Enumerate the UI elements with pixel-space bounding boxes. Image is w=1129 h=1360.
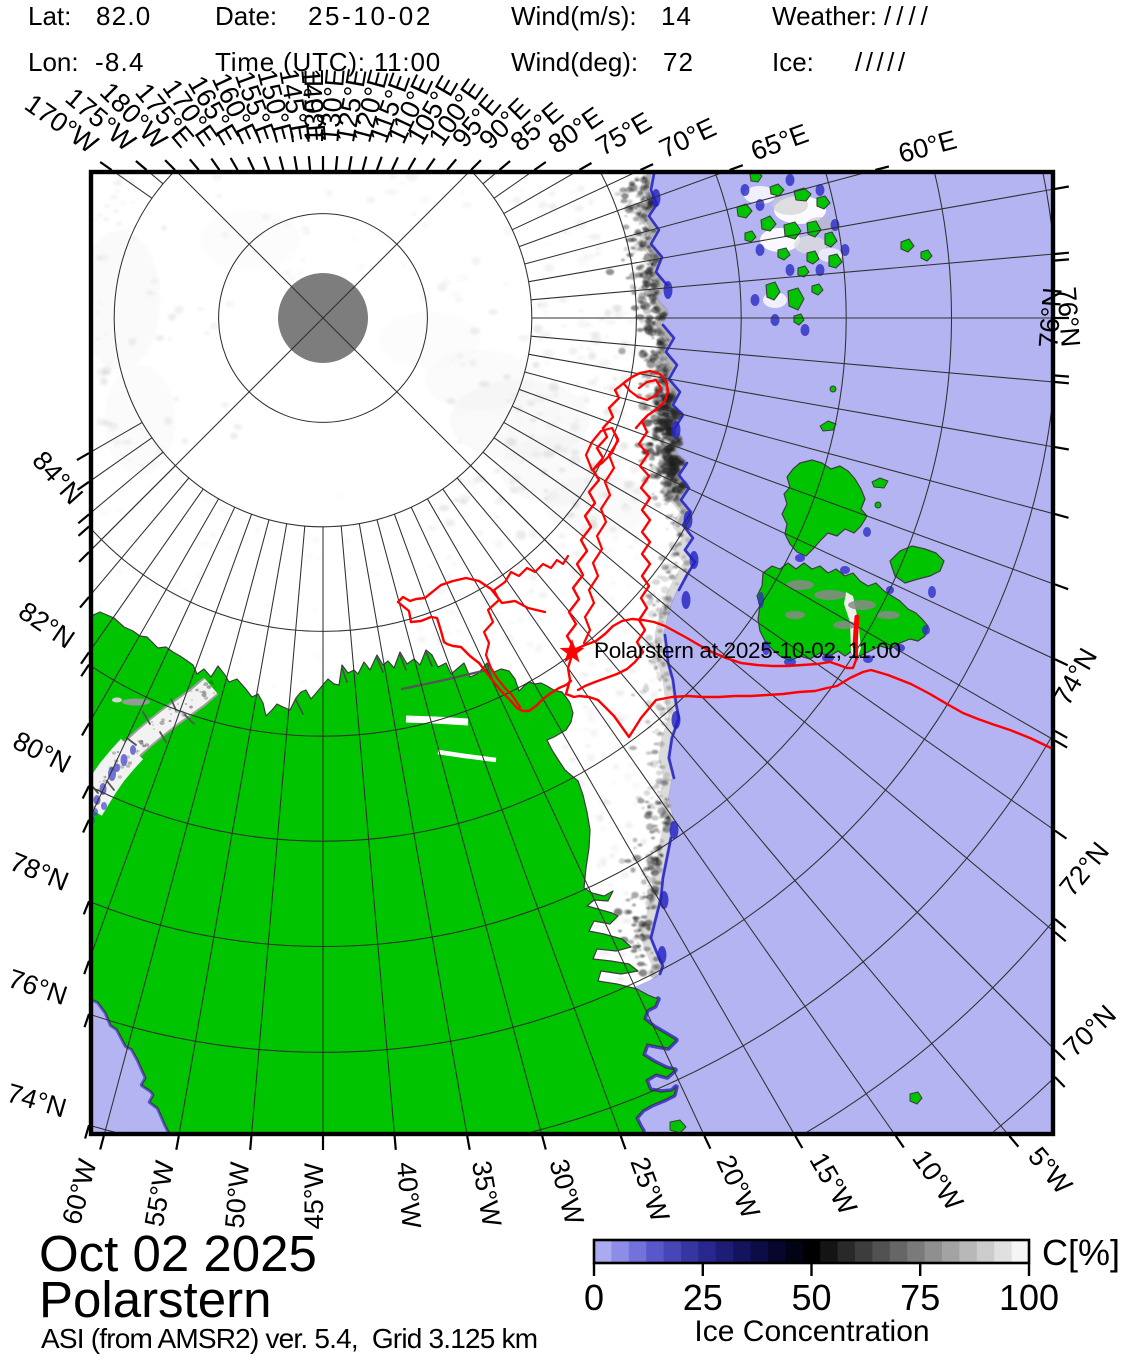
svg-text:40°W: 40°W xyxy=(391,1161,427,1230)
svg-text:50: 50 xyxy=(791,1277,831,1318)
svg-text:-8.4: -8.4 xyxy=(95,47,145,77)
svg-text:Time (UTC): 11:00: Time (UTC): 11:00 xyxy=(215,47,441,77)
svg-text:76°N: 76°N xyxy=(1051,286,1086,348)
svg-text:25: 25 xyxy=(683,1277,723,1318)
svg-text:75: 75 xyxy=(900,1277,940,1318)
svg-text:140°E: 140°E xyxy=(295,67,331,143)
svg-text:Polarstern at 2025-10-02, 11:0: Polarstern at 2025-10-02, 11:00 xyxy=(594,638,901,663)
svg-text:Ice:: Ice: xyxy=(772,47,814,77)
svg-text:50°W: 50°W xyxy=(219,1160,255,1229)
svg-text:////: //// xyxy=(884,1,933,31)
svg-text:Date:: Date: xyxy=(215,1,277,31)
svg-text:72: 72 xyxy=(663,47,694,77)
svg-text://///: ///// xyxy=(855,47,909,77)
svg-text:Oct 02 2025: Oct 02 2025 xyxy=(39,1225,317,1282)
svg-text:25-10-02: 25-10-02 xyxy=(308,1,433,31)
svg-text:14: 14 xyxy=(661,1,692,31)
svg-text:ASI (from AMSR2) ver. 5.4, Gr: ASI (from AMSR2) ver. 5.4, Grid 3.125 km xyxy=(41,1323,537,1354)
svg-text:135°E: 135°E xyxy=(299,69,329,143)
svg-text:130°E: 130°E xyxy=(314,67,350,143)
svg-text:Polarstern: Polarstern xyxy=(39,1271,271,1328)
svg-text:Wind(m/s):: Wind(m/s): xyxy=(511,1,637,31)
svg-text:45°W: 45°W xyxy=(299,1162,329,1229)
svg-text:76°N: 76°N xyxy=(1033,286,1068,348)
svg-text:Lon:: Lon: xyxy=(28,47,79,77)
svg-text:82.0: 82.0 xyxy=(96,1,151,31)
svg-text:Lat:: Lat: xyxy=(28,1,71,31)
svg-text:100: 100 xyxy=(999,1277,1059,1318)
svg-text:C[%]: C[%] xyxy=(1042,1232,1120,1273)
svg-text:0: 0 xyxy=(584,1277,604,1318)
svg-text:Ice Concentration: Ice Concentration xyxy=(694,1315,929,1348)
svg-text:Weather:: Weather: xyxy=(772,1,877,31)
svg-text:Wind(deg):: Wind(deg): xyxy=(511,47,638,77)
